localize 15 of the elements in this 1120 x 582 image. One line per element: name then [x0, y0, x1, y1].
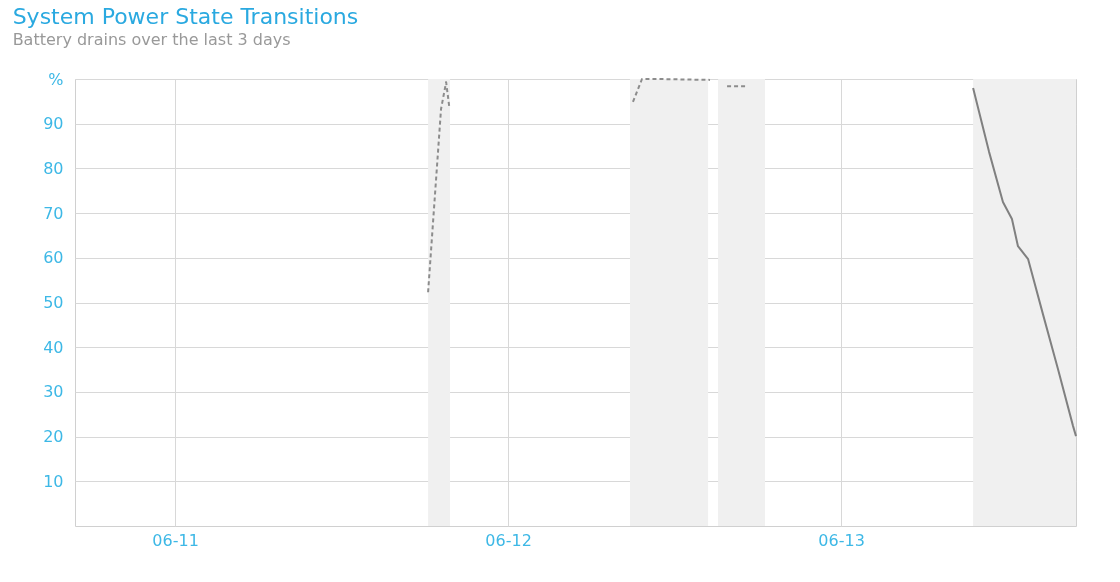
y-tick-label: 40: [43, 337, 64, 357]
y-tick-label: 50: [43, 293, 64, 312]
x-tick-label: 06-12: [485, 530, 532, 550]
x-tick-label: 06-13: [818, 530, 865, 550]
chart-title: System Power State Transitions: [12, 4, 359, 29]
y-tick-label: 80: [43, 158, 64, 178]
y-tick-label: 30: [43, 382, 64, 402]
y-tick-label: 70: [43, 203, 64, 223]
y-tick-label: 20: [43, 427, 64, 447]
y-tick-label: %: [48, 69, 64, 89]
x-tick-label: 06-11: [152, 530, 199, 550]
y-tick-label: 10: [43, 471, 64, 491]
y-tick-label: 60: [43, 248, 64, 268]
y-tick-label: 90: [43, 114, 64, 134]
chart-subtitle: Battery drains over the last 3 days: [12, 30, 291, 49]
